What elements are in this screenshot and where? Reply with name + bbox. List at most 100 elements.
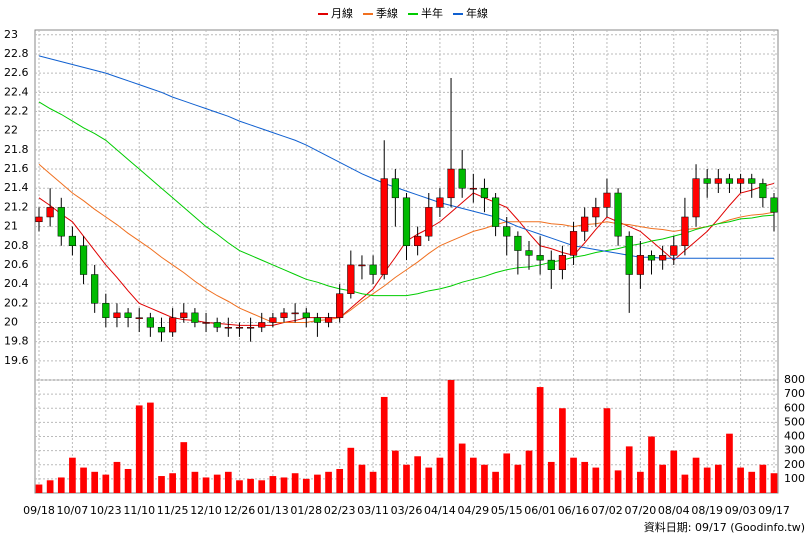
candle-body <box>514 235 522 251</box>
volume-bar <box>414 456 421 493</box>
volume-bar <box>681 474 689 493</box>
candle-body <box>558 255 566 270</box>
y-tick-label: 22.4 <box>4 85 29 98</box>
volume-bar <box>224 471 232 493</box>
volume-bar <box>169 473 176 493</box>
legend-label: 年線 <box>466 6 488 20</box>
volume-bar <box>269 476 277 493</box>
volume-bar <box>80 467 87 493</box>
volume-bar <box>659 464 666 493</box>
candle-body <box>247 327 255 329</box>
volume-bar <box>714 464 722 493</box>
x-tick-label: 11/10 <box>123 504 155 517</box>
candle-body <box>302 312 310 318</box>
volume-bar <box>670 450 678 493</box>
candle-body <box>592 207 600 218</box>
y2-tick-label: 300 <box>784 444 805 457</box>
volume-bar <box>737 467 744 493</box>
candle-body <box>436 197 444 208</box>
y-tick-label: 22.8 <box>4 47 29 60</box>
candle-body <box>224 327 232 329</box>
x-tick-label: 03/11 <box>357 504 389 517</box>
y2-tick-label: 800 <box>784 373 805 386</box>
volume-bar <box>603 408 611 493</box>
candle-body <box>202 322 210 324</box>
x-tick-label: 10/07 <box>57 504 89 517</box>
y-tick-label: 20 <box>4 315 18 328</box>
volume-bar <box>458 443 466 493</box>
volume-bar <box>258 480 266 493</box>
candle-body <box>102 303 110 318</box>
volume-bar <box>770 473 778 493</box>
volume-bar <box>236 480 243 493</box>
candle-body <box>135 317 143 319</box>
candle-body <box>458 168 466 189</box>
candle-body <box>636 255 644 275</box>
x-tick-label: 08/04 <box>658 504 690 517</box>
legend-label: 月線 <box>331 6 353 20</box>
candle-body <box>670 245 678 256</box>
y-tick-label: 20.8 <box>4 239 29 252</box>
volume-bar <box>347 447 355 493</box>
x-tick-label: 12/26 <box>224 504 256 517</box>
volume-bar <box>325 471 332 493</box>
y2-tick-label: 100 <box>784 472 805 485</box>
candle-body <box>336 293 344 318</box>
volume-bar <box>158 476 165 493</box>
candle-body <box>737 178 745 184</box>
candle-body <box>703 178 711 184</box>
ma-line <box>38 101 775 297</box>
x-tick-label: 09/03 <box>725 504 757 517</box>
candle-body <box>714 178 722 184</box>
candle-body <box>91 274 99 304</box>
x-tick-label: 03/26 <box>391 504 423 517</box>
candle-body <box>347 264 355 294</box>
volume-bar <box>135 405 143 493</box>
volume-bar <box>392 450 399 493</box>
candle-body <box>191 312 199 323</box>
candle-body <box>235 327 244 329</box>
x-tick-label: 06/01 <box>524 504 556 517</box>
volume-bar <box>247 478 254 493</box>
volume-bar <box>759 464 767 493</box>
y2-tick-label: 600 <box>784 401 805 414</box>
volume-bar <box>302 478 310 493</box>
volume-bar <box>69 457 76 493</box>
x-tick-label: 07/20 <box>625 504 657 517</box>
footer: 資料日期: 09/17 (Goodinfo.tw) <box>644 520 805 534</box>
candle-body <box>391 178 399 199</box>
y-tick-label: 21.2 <box>4 200 29 213</box>
volume-bar <box>369 471 377 493</box>
candle-body <box>180 312 188 318</box>
legend-label: 季線 <box>376 6 398 20</box>
y-tick-label: 20.6 <box>4 258 29 271</box>
x-tick-label: 12/10 <box>190 504 222 517</box>
volume-bar <box>102 474 110 493</box>
candle-body <box>480 187 489 199</box>
volume-bar <box>124 468 132 493</box>
volume-bar <box>57 477 65 493</box>
y2-tick-label: 500 <box>784 415 805 428</box>
volume-bar <box>703 467 711 493</box>
volume-bar <box>336 468 344 493</box>
volume-bar <box>726 433 733 493</box>
candle-body <box>258 322 266 328</box>
candle-body <box>79 245 88 275</box>
candle-body <box>503 226 511 237</box>
volume-bar <box>447 380 455 493</box>
candle-body <box>402 197 411 247</box>
y-tick-label: 19.8 <box>4 335 29 348</box>
candle-body <box>759 183 767 199</box>
volume-bar <box>35 484 43 493</box>
x-tick-label: 02/23 <box>324 504 356 517</box>
volume-bar <box>648 436 655 493</box>
candle-body <box>291 312 299 315</box>
candle-body <box>68 235 77 247</box>
candle-body <box>358 264 366 267</box>
y-tick-label: 23 <box>4 28 18 41</box>
candle-body <box>380 178 388 275</box>
y-tick-label: 21.4 <box>4 181 29 194</box>
volume-bar <box>291 473 299 493</box>
volume-bar <box>380 396 388 493</box>
